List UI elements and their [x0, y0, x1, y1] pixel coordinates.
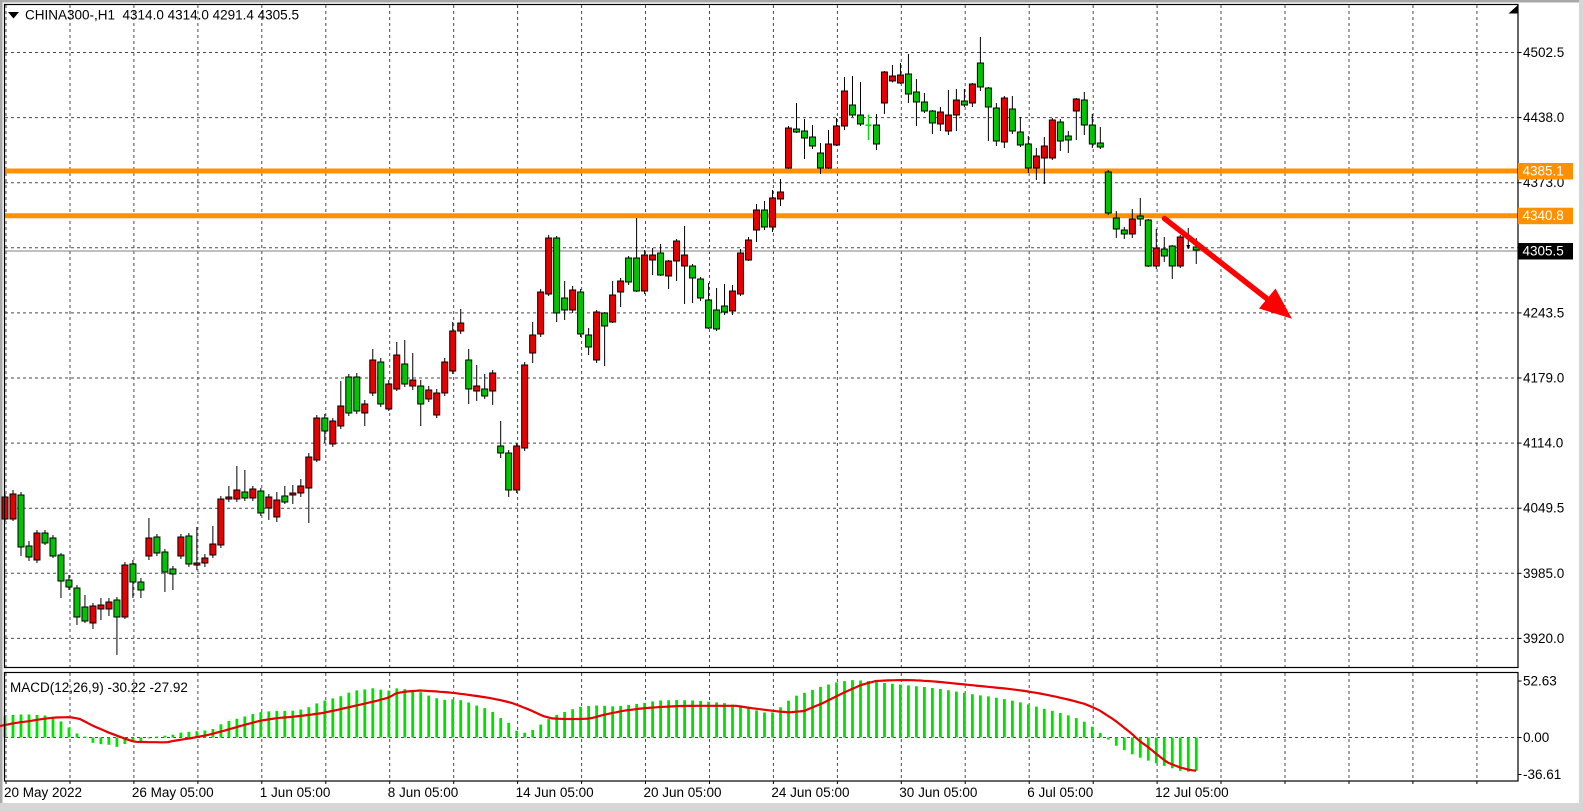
svg-text:3920.0: 3920.0: [1523, 631, 1564, 646]
svg-text:0.00: 0.00: [1523, 730, 1549, 745]
svg-text:4179.0: 4179.0: [1523, 371, 1564, 386]
svg-text:12 Jul 05:00: 12 Jul 05:00: [1155, 785, 1229, 800]
svg-text:4438.0: 4438.0: [1523, 110, 1564, 125]
svg-text:3985.0: 3985.0: [1523, 566, 1564, 581]
svg-text:6 Jul 05:00: 6 Jul 05:00: [1027, 785, 1093, 800]
svg-text:14 Jun 05:00: 14 Jun 05:00: [516, 785, 594, 800]
svg-text:4305.5: 4305.5: [1523, 244, 1564, 259]
svg-text:-36.61: -36.61: [1523, 767, 1561, 782]
svg-text:8 Jun 05:00: 8 Jun 05:00: [388, 785, 459, 800]
svg-text:1 Jun 05:00: 1 Jun 05:00: [260, 785, 331, 800]
svg-text:26 May 05:00: 26 May 05:00: [132, 785, 214, 800]
svg-text:4502.5: 4502.5: [1523, 45, 1564, 60]
svg-text:4243.5: 4243.5: [1523, 305, 1564, 320]
svg-text:20 Jun 05:00: 20 Jun 05:00: [644, 785, 722, 800]
svg-text:30 Jun 05:00: 30 Jun 05:00: [899, 785, 977, 800]
svg-text:4340.8: 4340.8: [1523, 208, 1564, 223]
svg-text:52.63: 52.63: [1523, 674, 1557, 689]
svg-text:24 Jun 05:00: 24 Jun 05:00: [771, 785, 849, 800]
svg-text:CHINA300-,H1 4314.0 4314.0 42: CHINA300-,H1 4314.0 4314.0 4291.4 4305.5: [25, 8, 299, 23]
svg-text:MACD(12,26,9) -30.22 -27.92: MACD(12,26,9) -30.22 -27.92: [10, 680, 188, 695]
svg-text:4385.1: 4385.1: [1523, 164, 1564, 179]
svg-text:4114.0: 4114.0: [1523, 436, 1563, 451]
svg-text:20 May 2022: 20 May 2022: [4, 785, 82, 800]
svg-text:4049.5: 4049.5: [1523, 501, 1564, 516]
